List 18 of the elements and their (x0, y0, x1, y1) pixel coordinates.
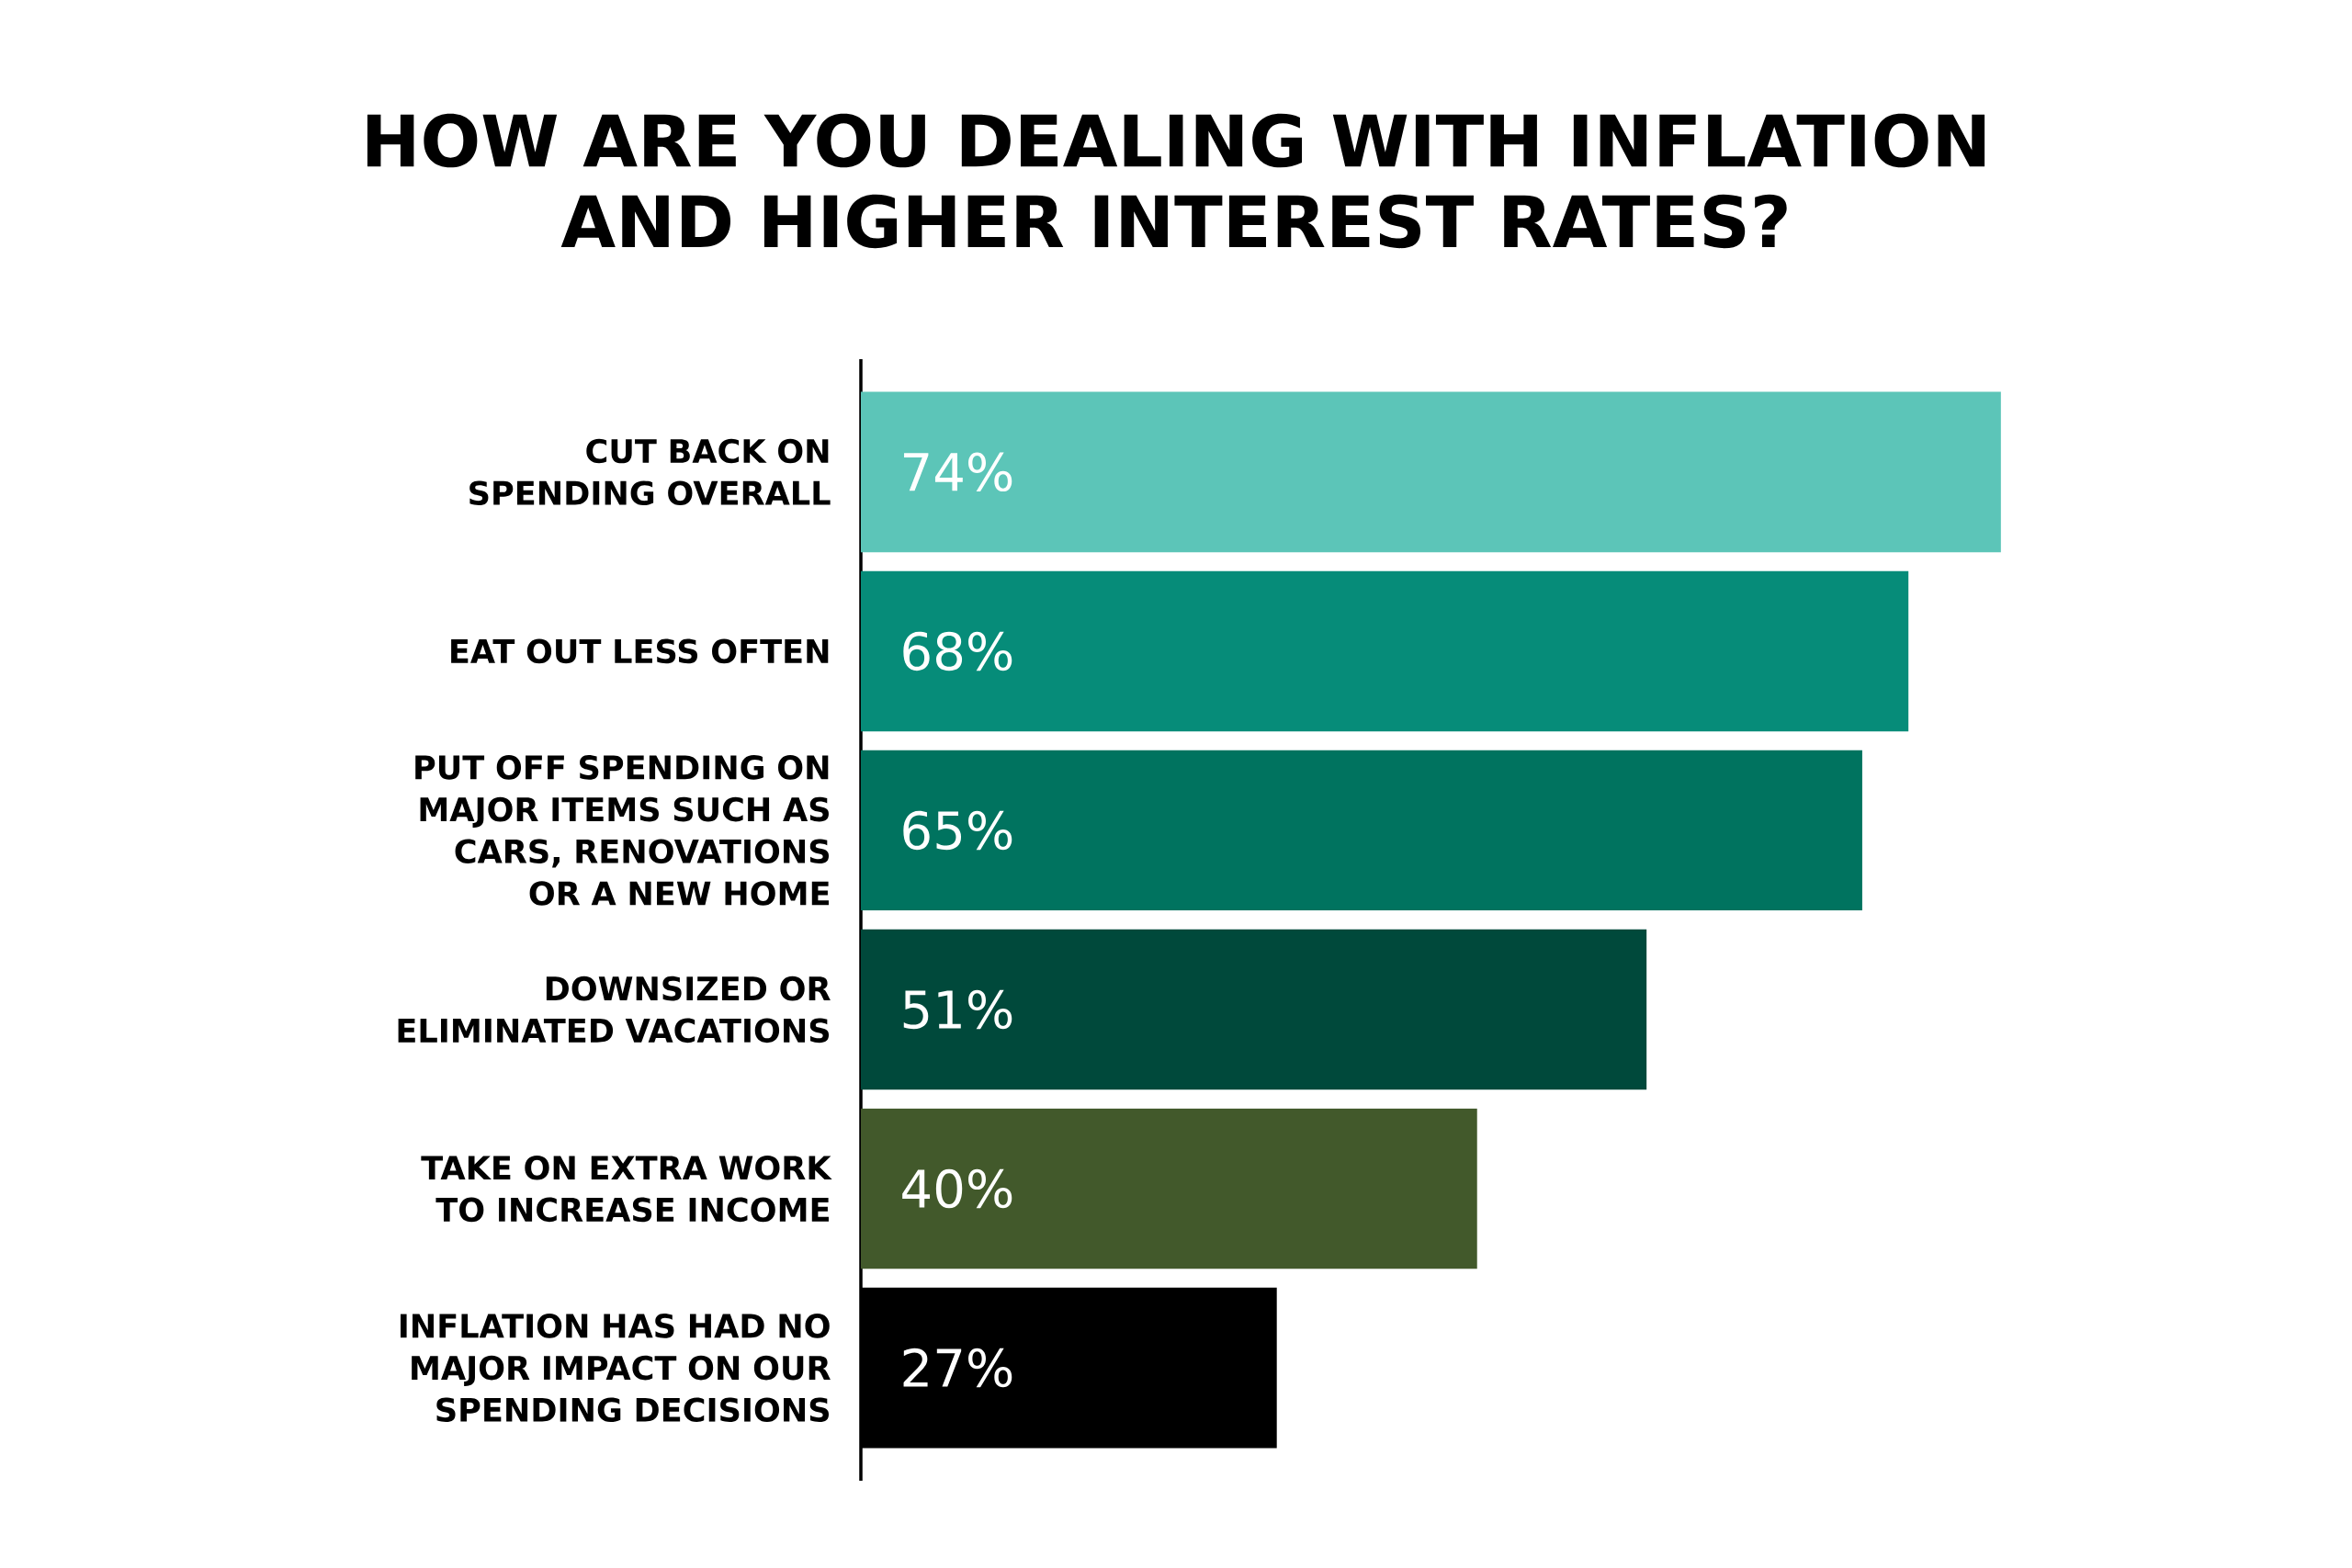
data-label: 68% (903, 631, 1012, 671)
data-label: 40% (902, 1168, 1012, 1209)
y-tick-label: TAKE ON EXTRA WORK TO INCREASE INCOME (421, 1155, 832, 1223)
data-label: 74% (904, 452, 1012, 492)
y-tick-label: CUT BACK ON SPENDING OVERALL (469, 438, 831, 506)
y-tick-label: EAT OUT LESS OFTEN (451, 638, 829, 664)
data-label: 51% (903, 989, 1012, 1030)
bar (861, 1108, 1477, 1269)
data-label: 27% (903, 1348, 1012, 1388)
bar (861, 570, 1909, 732)
y-tick-label: INFLATION HAS HAD NO MAJOR IMPACT ON OUR SPENDING DECISIONS (400, 1314, 831, 1423)
chart-title: HOW ARE YOU DEALING WITH INFLATION AND HIGHER INTEREST RATES? (367, 113, 1985, 249)
y-tick-label: PUT OFF SPENDING ON MAJOR ITEMS SUCH AS CARS, RENOVATIONS OR A NEW HOME (415, 755, 830, 906)
bar (861, 929, 1647, 1090)
data-label: 65% (903, 810, 1012, 851)
bar (861, 391, 2001, 553)
bar (861, 750, 1862, 911)
y-tick-label: DOWNSIZED OR ELIMINATED VACATIONS (398, 976, 831, 1043)
